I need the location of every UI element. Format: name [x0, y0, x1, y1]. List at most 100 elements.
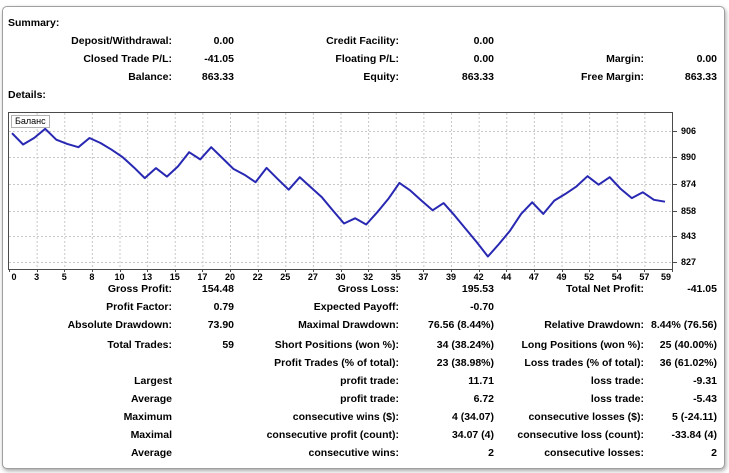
axis-tick-label: 874 [681, 179, 697, 189]
stat-label: Profit Factor: [106, 301, 172, 313]
report-panel: Summary: Deposit/Withdrawal: 0.00 Credit F… [2, 6, 725, 469]
y-tick [673, 131, 677, 132]
stat-label: consecutive wins: [308, 447, 399, 459]
stat-label [494, 301, 644, 314]
stat-value: 76.56 (8.44%) [428, 319, 494, 331]
stat-value: 0.79 [213, 301, 234, 313]
stat-label: Gross Profit: [107, 283, 172, 295]
stat-label: Gross Loss: [337, 283, 399, 295]
stat-label: Expected Payoff: [313, 301, 399, 313]
axis-tick-label: 17 [197, 272, 208, 282]
stat-value: 0.00 [696, 53, 717, 65]
stat-value: 0.00 [473, 35, 494, 47]
balance-line [11, 127, 666, 258]
table-row: Average consecutive wins: 2 consecutive los… [5, 447, 719, 460]
stat-value: 5 (-24.11) [672, 411, 717, 423]
stat-value: -9.31 [693, 375, 717, 387]
stat-value [644, 301, 717, 314]
axis-tick-label: 858 [681, 206, 697, 216]
details-title: Details: [8, 89, 46, 101]
axis-tick-label: 15 [169, 272, 180, 282]
x-tick [120, 269, 121, 272]
x-tick [617, 269, 618, 272]
stat-value [172, 393, 234, 406]
details-table: Gross Profit: 154.48 Gross Loss: 195.53 Tota… [5, 283, 719, 465]
x-tick [230, 269, 231, 272]
axis-tick-label: 59 [660, 272, 671, 282]
stat-label: Absolute Drawdown: [67, 319, 172, 331]
x-tick [451, 269, 452, 272]
stat-value: 23 (38.98%) [436, 357, 494, 369]
stat-label: Profit Trades (% of total): [274, 357, 399, 369]
x-tick [534, 269, 535, 272]
stat-label: Total Trades: [107, 339, 172, 351]
table-row: Average profit trade: 6.72 loss trade: -5.43 [5, 393, 719, 406]
axis-tick-label: 57 [639, 272, 650, 282]
x-tick [479, 269, 480, 272]
stat-value [644, 35, 717, 48]
stat-label: Free Margin: [580, 71, 644, 83]
stat-label: Short Positions (won %): [274, 339, 399, 351]
stat-label: Average [130, 393, 172, 405]
chart-plot-area: Баланс [8, 112, 673, 270]
axis-tick-label: 843 [681, 231, 697, 241]
stat-label: Total Net Profit: [566, 283, 644, 295]
stat-value: 34.07 (4) [451, 429, 494, 441]
chart-legend: Баланс [11, 115, 50, 128]
x-tick [202, 269, 203, 272]
axis-tick-label: 27 [307, 272, 318, 282]
table-row: Deposit/Withdrawal: 0.00 Credit Facility: 0… [5, 35, 719, 48]
x-tick [506, 269, 507, 272]
x-tick [368, 269, 369, 272]
axis-tick-label: 44 [501, 272, 512, 282]
stat-label: loss trade: [590, 375, 644, 387]
stat-value: 8.44% (76.56) [651, 319, 717, 331]
axis-tick-label: 52 [584, 272, 595, 282]
axis-tick-label: 54 [611, 272, 622, 282]
summary-title: Summary: [8, 17, 60, 29]
stat-label: consecutive profit (count): [266, 429, 399, 441]
axis-tick-label: 827 [681, 257, 697, 267]
x-tick [396, 269, 397, 272]
table-row: Profit Trades (% of total): 23 (38.98%) Lo… [5, 357, 719, 370]
balance-chart: Баланс 906 890 874 858 843 827 0 3 5 8 10 13 15 17 20… [8, 112, 722, 284]
axis-tick-label: 35 [390, 272, 401, 282]
stat-value: 59 [222, 339, 234, 351]
x-tick [562, 269, 563, 272]
stat-value: 36 (61.02%) [659, 357, 717, 369]
stat-label: Closed Trade P/L: [83, 53, 172, 65]
axis-tick-label: 22 [252, 272, 263, 282]
table-row: Closed Trade P/L: -41.05 Floating P/L: 0.00… [5, 53, 719, 66]
stat-label: Maximal Drawdown: [298, 319, 399, 331]
stat-value: 34 (38.24%) [436, 339, 494, 351]
x-tick [147, 269, 148, 272]
x-tick [92, 269, 93, 272]
x-tick [313, 269, 314, 272]
stat-label: loss trade: [590, 393, 644, 405]
stat-value: -0.70 [470, 301, 494, 313]
stat-label [5, 357, 172, 370]
x-tick [285, 269, 286, 272]
stat-value: -5.43 [693, 393, 717, 405]
stat-value: 25 (40.00%) [659, 339, 717, 351]
stat-label: profit trade: [340, 375, 399, 387]
axis-tick-label: 10 [114, 272, 125, 282]
stat-label: consecutive wins ($): [292, 411, 399, 423]
x-tick [258, 269, 259, 272]
axis-tick-label: 906 [681, 126, 697, 136]
table-row: Maximal consecutive profit (count): 34.07 … [5, 429, 719, 442]
stat-label: consecutive losses: [544, 447, 644, 459]
stat-label: Margin: [606, 53, 644, 65]
x-axis-labels: 0 3 5 8 10 13 15 17 20 22 25 27 30 32 35 37 39 42 44 47 49 52… [9, 269, 673, 284]
stat-value: 73.90 [207, 319, 234, 331]
axis-tick-label: 37 [418, 272, 429, 282]
y-tick [673, 157, 677, 158]
stat-value: 863.33 [461, 71, 494, 83]
stat-label: Maximal [130, 429, 172, 441]
x-tick [341, 269, 342, 272]
stat-value: -41.05 [687, 283, 717, 295]
stat-label: profit trade: [340, 393, 399, 405]
y-tick [673, 236, 677, 237]
stat-label: Long Positions (won %): [521, 339, 644, 351]
stat-value [172, 357, 234, 370]
